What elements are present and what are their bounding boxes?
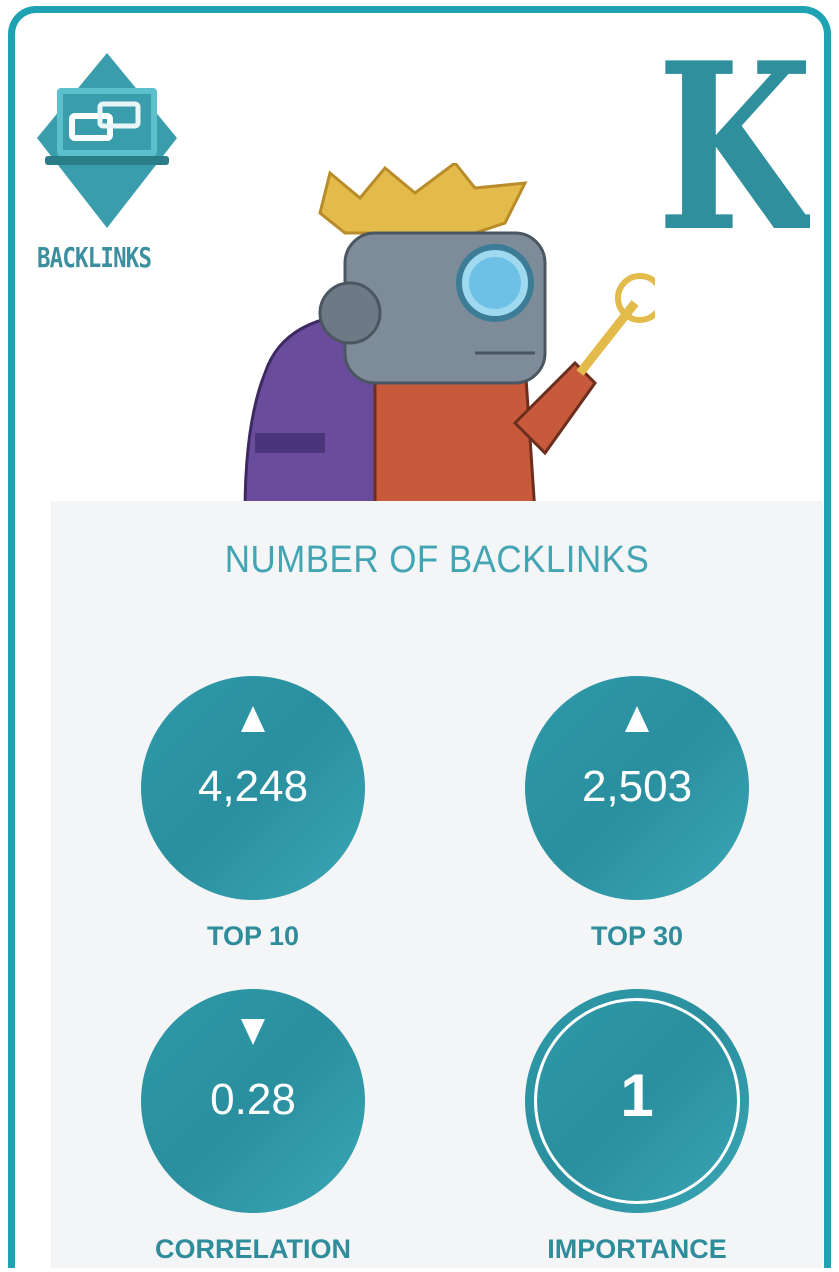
badge-label: BACKLINKS: [37, 241, 152, 274]
svg-text:K: K: [660, 43, 810, 243]
stat-circle: 4,248: [141, 676, 365, 900]
stat-value: 2,503: [581, 762, 693, 811]
stat-label: IMPORTANCE: [547, 1234, 727, 1264]
trend-up-icon: [241, 706, 265, 732]
playing-card: BACKLINKS K NUMBER OF BACKLINKS 4,248: [8, 6, 831, 1268]
stat-circle: 1: [525, 989, 749, 1213]
stat-importance: 1 IMPORTANCE: [517, 989, 757, 1268]
stat-top-10: 4,248 TOP 10: [133, 676, 373, 966]
stat-label: TOP 10: [206, 921, 300, 951]
stat-value: 0.28: [210, 1075, 296, 1124]
stat-label: CORRELATION: [155, 1234, 351, 1264]
panel-title: NUMBER OF BACKLINKS: [224, 539, 650, 581]
robot-king-illustration: [243, 163, 655, 513]
stat-correlation: 0.28 CORRELATION: [133, 989, 373, 1268]
trend-up-icon: [625, 706, 649, 732]
laptop-link-icon: [37, 53, 177, 228]
stat-circle: 0.28: [141, 989, 365, 1213]
stat-circle: 2,503: [525, 676, 749, 900]
trend-down-icon: [241, 1019, 265, 1045]
stat-top-30: 2,503 TOP 30: [517, 676, 757, 966]
stat-label: TOP 30: [590, 921, 684, 951]
stat-value: 1: [620, 1062, 654, 1129]
stats-panel: NUMBER OF BACKLINKS 4,248 TOP 10 2,503 T…: [51, 501, 823, 1268]
stat-value: 4,248: [197, 762, 309, 811]
importance-ring: [534, 998, 740, 1204]
card-letter-k: K: [660, 43, 810, 243]
backlinks-badge: BACKLINKS: [37, 43, 217, 283]
